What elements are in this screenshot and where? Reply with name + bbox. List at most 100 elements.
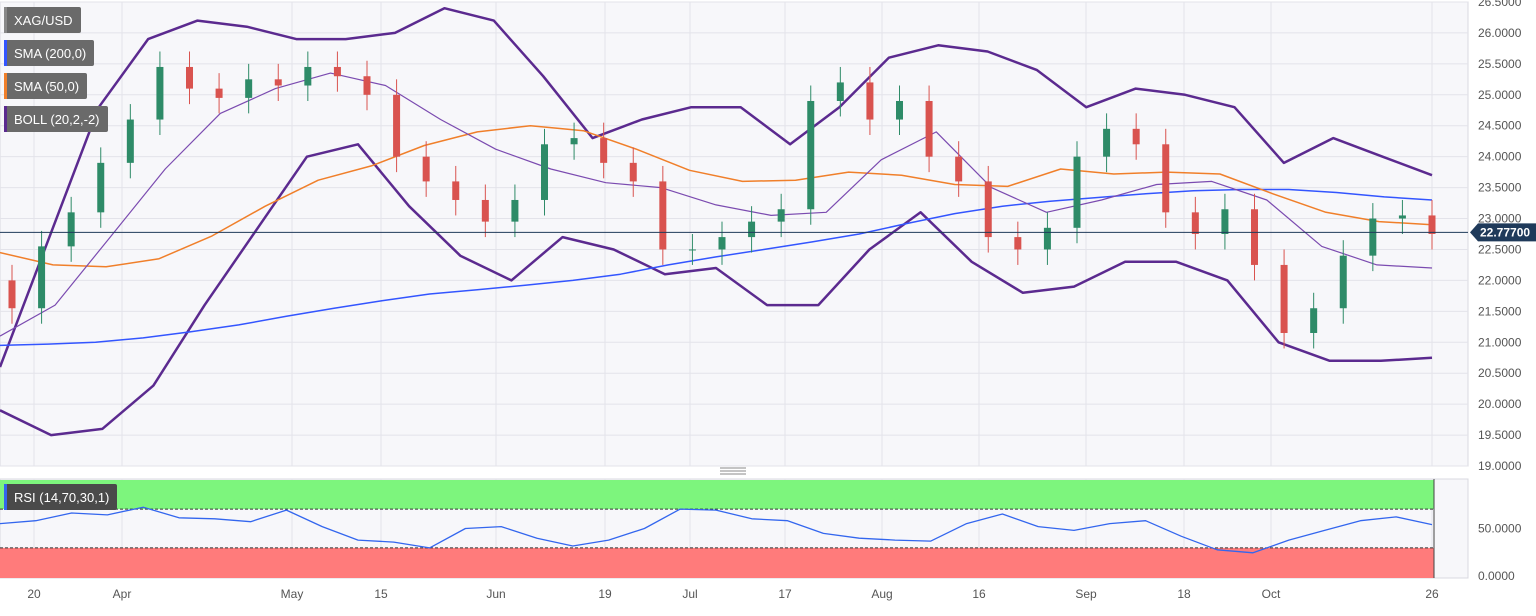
candle-up [97,162,105,213]
candle-down [452,181,460,200]
candle-up [570,138,578,145]
candle-down [600,138,608,163]
x-tick-label: May [281,587,304,601]
candle-up [126,119,134,163]
candle-up [836,82,844,101]
symbol-label: XAG/USD [14,12,73,28]
candle-up [304,66,312,86]
candle-up [1369,218,1377,256]
legend-sma50[interactable]: SMA (50,0) [4,73,88,99]
last-price-tag-bg [1470,223,1536,242]
candle-down [1162,144,1170,213]
candle-up [1043,227,1051,250]
candle-up [511,199,519,222]
x-tick-label: 18 [1177,587,1191,601]
candle-down [481,199,489,222]
candle-up [245,79,253,98]
candle-down [1251,209,1258,265]
candle-down [1014,237,1022,250]
candle-down [659,181,667,250]
y-tick-label: 25.0000 [1478,88,1522,102]
sma200-line [0,188,1433,347]
candle-down [363,76,371,95]
legend-sma200[interactable]: SMA (200,0) [4,40,95,66]
x-tick-label: 16 [972,587,986,601]
candle-down [1132,128,1140,145]
candle-up [67,212,75,247]
candle-up [1339,255,1347,309]
y-tick-label: 23.0000 [1478,212,1522,226]
candle-up [1221,209,1229,234]
candle-down [8,280,16,309]
boll-upper-line [0,6,1433,368]
y-tick-label: 23.5000 [1478,181,1522,195]
candle-down [1428,215,1436,234]
boll-lower-line [0,143,1433,437]
candle-down [629,162,637,182]
rsi-overbought-zone [0,480,1434,510]
rsi-oversold-zone [0,547,1434,578]
candle-up [1103,128,1111,157]
x-tick-label: Aug [871,587,892,601]
legend-rsi[interactable]: RSI (14,70,30,1) [4,484,118,510]
y-tick-label: 22.0000 [1478,273,1522,287]
symbol-swatch [4,7,7,33]
candle-down [274,79,282,86]
candle-up [38,246,46,309]
candle-up [807,100,815,210]
boll-swatch [4,106,7,132]
y-tick-label: 19.0000 [1478,459,1522,473]
legend-symbol[interactable]: XAG/USD [4,7,81,33]
y-tick-label: 20.0000 [1478,397,1522,411]
candle-up [777,209,785,222]
last-price-value: 22.77700 [1480,225,1530,239]
x-tick-label: Apr [113,587,132,601]
x-tick-label: 17 [778,587,792,601]
candle-down [866,82,874,120]
y-tick-label: 25.5000 [1478,57,1522,71]
candle-up [688,249,696,251]
candle-down [186,66,193,89]
last-price-tag: 22.77700 [1470,223,1536,242]
y-tick-label: 21.5000 [1478,304,1522,318]
y-tick-label: 24.0000 [1478,150,1522,164]
candle-down [955,156,963,182]
x-tick-label: 20 [27,587,41,601]
candle-up [1310,308,1318,333]
candle-down [925,100,933,157]
candle-down [1191,212,1199,234]
price-panel [0,1,1469,467]
y-tick-label: 26.0000 [1478,26,1522,40]
sma200-swatch [4,40,7,66]
sma50-label: SMA (50,0) [14,78,80,94]
x-tick-label: 26 [1425,587,1439,601]
candle-down [984,181,992,238]
y-tick-label: 21.0000 [1478,335,1522,349]
candle-down [422,156,430,182]
candle-up [541,144,548,200]
candle-up [718,237,726,250]
y-tick-label: 24.5000 [1478,119,1522,133]
rsi-y-tick-label: 50.0000 [1478,522,1522,536]
candle-down [215,88,223,98]
legend-boll[interactable]: BOLL (20,2,-2) [4,106,108,132]
candle-down [333,66,341,77]
y-tick-label: 19.5000 [1478,428,1522,442]
candle-down [393,94,401,157]
boll-label: BOLL (20,2,-2) [14,111,100,127]
candle-down [1280,264,1288,333]
candle-up [1398,215,1406,219]
candle-up [748,221,756,238]
candle-up [896,100,903,120]
sma50-line [0,124,1433,268]
sma50-swatch [4,73,7,99]
rsi-label: RSI (14,70,30,1) [14,489,110,505]
candle-up [1073,156,1081,228]
candle-up [156,66,164,120]
x-tick-label: Jun [486,587,505,601]
boll-mid-line [0,72,1433,337]
rsi-y-tick-label: 0.0000 [1478,569,1515,583]
rsi-swatch [4,484,7,510]
